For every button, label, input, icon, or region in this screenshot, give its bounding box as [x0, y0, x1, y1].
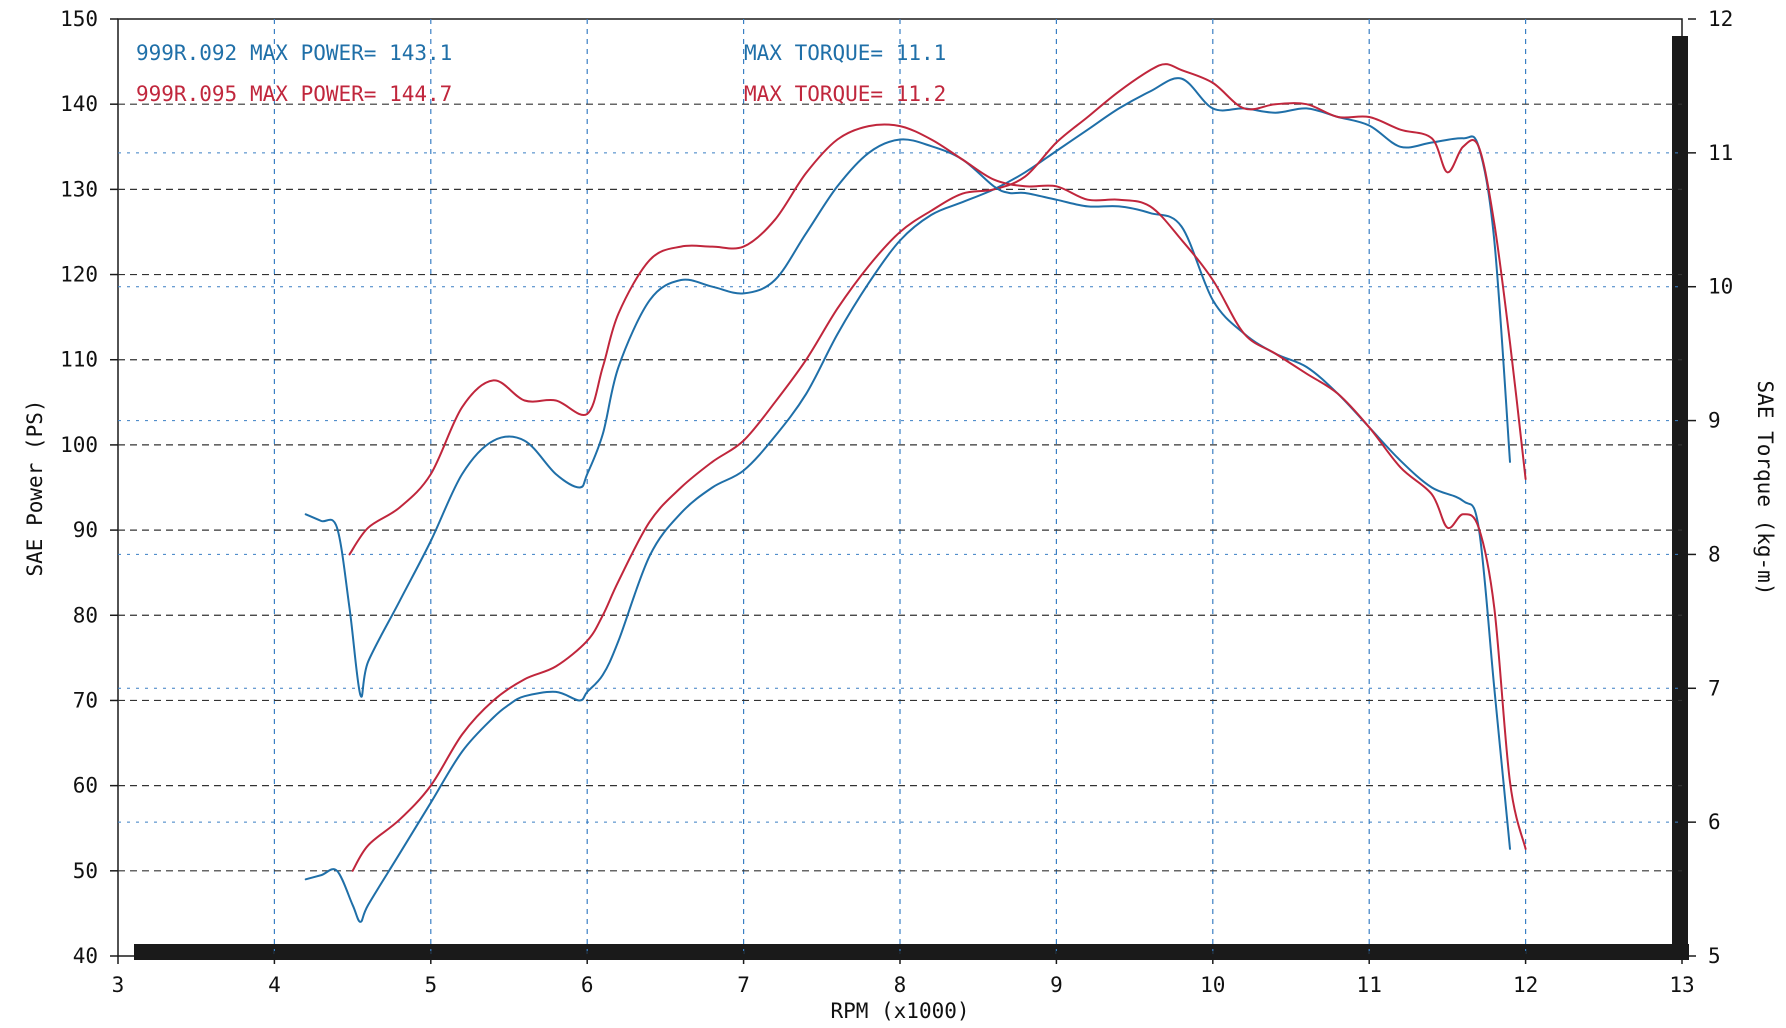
y2-tick-label: 12: [1708, 7, 1733, 31]
x-tick-label: 12: [1513, 973, 1538, 997]
axis-ticks: 3 4 5 6 7 8 9 10 11 12 13 40 50 60 70 80 90 100 110 120 130 1…: [60, 7, 1733, 997]
y-tick-label: 100: [60, 433, 98, 457]
legend-run-1: 999R.092: [136, 41, 237, 65]
y-axis-title: SAE Power (PS): [23, 399, 47, 576]
legend-power-1: MAX POWER= 143.1: [250, 41, 452, 65]
plot-border-bottom: [134, 944, 1689, 960]
y-tick-label: 150: [60, 7, 98, 31]
y-tick-label: 110: [60, 348, 98, 372]
legend-power-2: MAX POWER= 144.7: [250, 82, 452, 106]
x-tick-label: 9: [1050, 973, 1063, 997]
x-tick-label: 7: [737, 973, 750, 997]
y-tick-label: 50: [73, 859, 98, 883]
y2-tick-label: 7: [1708, 676, 1721, 700]
legend-torque-2: MAX TORQUE= 11.2: [744, 82, 946, 106]
series-line-999r-095-power: [351, 63, 1527, 872]
y-tick-label: 140: [60, 92, 98, 116]
y-tick-label: 60: [73, 774, 98, 798]
x-tick-label: 5: [424, 973, 437, 997]
y2-axis-title: SAE Torque (kg-m): [1753, 381, 1777, 596]
legend: 999R.092 MAX POWER= 143.1 MAX TORQUE= 11…: [136, 41, 946, 106]
plot-border-right: [1672, 36, 1688, 960]
y-tick-label: 130: [60, 177, 98, 201]
y-tick-label: 40: [73, 944, 98, 968]
x-tick-label: 4: [268, 973, 281, 997]
x-tick-label: 8: [894, 973, 907, 997]
y2-tick-label: 11: [1708, 141, 1733, 165]
series-line-999r-095-torque: [348, 123, 1527, 850]
y-tick-label: 120: [60, 263, 98, 287]
x-tick-label: 10: [1200, 973, 1225, 997]
legend-torque-1: MAX TORQUE= 11.1: [744, 41, 946, 65]
grid-lines: [118, 19, 1682, 956]
y2-tick-label: 6: [1708, 810, 1721, 834]
x-tick-label: 6: [581, 973, 594, 997]
y-tick-label: 70: [73, 688, 98, 712]
y-tick-label: 80: [73, 603, 98, 627]
x-tick-label: 3: [112, 973, 125, 997]
x-tick-label: 11: [1357, 973, 1382, 997]
series-lines: [304, 63, 1527, 923]
legend-run-2: 999R.095: [136, 82, 237, 106]
x-tick-label: 13: [1669, 973, 1694, 997]
y2-tick-label: 8: [1708, 542, 1721, 566]
y2-tick-label: 9: [1708, 409, 1721, 433]
y-tick-label: 90: [73, 518, 98, 542]
y2-tick-label: 10: [1708, 275, 1733, 299]
y2-tick-label: 5: [1708, 944, 1721, 968]
x-axis-title: RPM (x1000): [830, 999, 969, 1023]
